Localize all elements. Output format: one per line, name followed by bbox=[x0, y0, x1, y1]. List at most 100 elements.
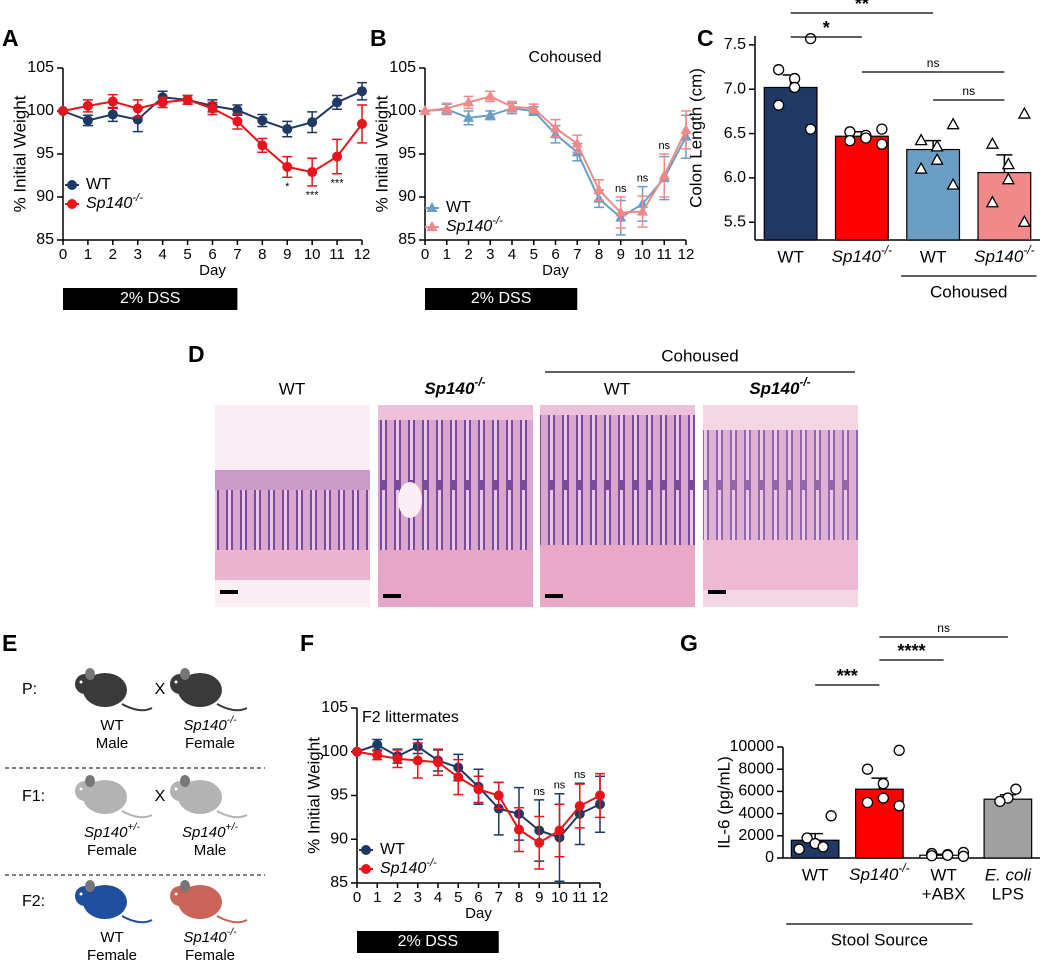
point bbox=[514, 824, 524, 835]
point bbox=[941, 849, 954, 861]
y-tick-label: 7.0 bbox=[724, 80, 746, 97]
x-tick-label: 5 bbox=[530, 246, 538, 263]
x-tick-label: 2 bbox=[464, 246, 472, 263]
x-tick-label: 10 bbox=[634, 246, 651, 263]
histology-image bbox=[540, 405, 695, 607]
sex: Male bbox=[96, 735, 129, 752]
x-tick-label: WT bbox=[920, 247, 946, 266]
point bbox=[817, 841, 829, 853]
x-tick-label: 9 bbox=[617, 246, 625, 263]
legend-label: Sp140-/- bbox=[446, 215, 503, 235]
y-tick-label: 4000 bbox=[738, 805, 774, 822]
point bbox=[453, 772, 464, 783]
treatment-bar bbox=[425, 288, 578, 310]
mouse-ear bbox=[85, 880, 95, 892]
point bbox=[352, 746, 362, 757]
y-tick-label: 90 bbox=[398, 188, 416, 205]
point bbox=[441, 102, 453, 113]
point bbox=[484, 90, 496, 101]
point bbox=[804, 123, 817, 135]
x-tick-label: LPS bbox=[992, 884, 1024, 903]
point bbox=[844, 135, 856, 147]
y-tick-label: 5.5 bbox=[724, 213, 746, 230]
x-tick-label: 9 bbox=[283, 246, 291, 263]
y-tick-label: 2000 bbox=[738, 827, 774, 844]
point bbox=[1001, 157, 1015, 170]
x-tick-label: WT bbox=[802, 865, 828, 884]
x-tick-label: 3 bbox=[486, 246, 494, 263]
point bbox=[772, 64, 785, 76]
legend-marker bbox=[426, 221, 438, 231]
legend-label: WT bbox=[86, 176, 111, 193]
y-tick-label: 105 bbox=[389, 59, 416, 76]
y-tick-label: 100 bbox=[321, 743, 348, 760]
comparison-label: ** bbox=[855, 0, 869, 14]
image-label: WT bbox=[604, 379, 630, 398]
x-tick-label: 2 bbox=[393, 889, 401, 906]
y-axis-label: % Initial Weight bbox=[304, 737, 323, 854]
point bbox=[528, 102, 540, 113]
comparison-label: ns bbox=[927, 56, 940, 70]
genotype: Sp140+/- bbox=[84, 821, 140, 841]
x-tick-label: WT bbox=[930, 865, 956, 884]
treatment-label: 2% DSS bbox=[398, 933, 458, 950]
point bbox=[282, 124, 293, 135]
point bbox=[357, 86, 367, 97]
x-tick-label: 6 bbox=[551, 246, 559, 263]
genotype: Sp140-/- bbox=[183, 714, 237, 734]
point bbox=[332, 97, 343, 108]
subtitle: F2 littermates bbox=[362, 709, 459, 726]
x-tick-label: 1 bbox=[373, 889, 381, 906]
point bbox=[615, 206, 627, 217]
point bbox=[574, 801, 585, 811]
x-tick-label: 6 bbox=[208, 246, 216, 263]
point bbox=[860, 132, 872, 144]
point bbox=[876, 138, 888, 150]
x-tick-label: +ABX bbox=[922, 884, 966, 903]
y-tick-label: 6.0 bbox=[724, 169, 746, 186]
panel-letter: D bbox=[188, 341, 205, 367]
sex: Female bbox=[185, 735, 235, 752]
y-tick-label: 95 bbox=[330, 787, 348, 804]
y-tick-label: 6.5 bbox=[724, 125, 746, 142]
point bbox=[419, 105, 431, 115]
mouse-eye bbox=[79, 680, 83, 684]
legend-marker bbox=[67, 180, 77, 190]
mouse-eye bbox=[174, 787, 178, 791]
point bbox=[257, 140, 268, 151]
y-tick-label: 100 bbox=[389, 102, 416, 119]
group-label: Stool Source bbox=[831, 930, 928, 949]
point bbox=[571, 137, 583, 148]
legend-marker bbox=[67, 199, 77, 209]
legend-label: Sp140-/- bbox=[380, 857, 437, 877]
histology-image bbox=[378, 405, 533, 607]
x-tick-label: 4 bbox=[508, 246, 516, 263]
generation-label: F2: bbox=[22, 893, 45, 910]
y-axis-label: % Initial Weight bbox=[372, 95, 391, 212]
image-label: Sp140-/- bbox=[424, 375, 485, 398]
y-tick-label: 90 bbox=[36, 188, 54, 205]
x-tick-label: 7 bbox=[233, 246, 241, 263]
mouse-tail bbox=[121, 915, 153, 924]
mouse-eye bbox=[174, 892, 178, 896]
comparison-label: ns bbox=[937, 621, 950, 635]
point bbox=[985, 136, 999, 149]
point bbox=[207, 103, 218, 114]
x-tick-label: 9 bbox=[535, 889, 543, 906]
genotype: WT bbox=[100, 717, 123, 734]
point bbox=[1017, 106, 1031, 119]
x-tick-label: 10 bbox=[551, 889, 568, 906]
point bbox=[107, 96, 118, 107]
panel-letter: G bbox=[680, 630, 698, 656]
y-tick-label: 6000 bbox=[738, 783, 774, 800]
point bbox=[930, 139, 944, 152]
mouse-tail bbox=[216, 703, 248, 712]
annotation: *** bbox=[306, 190, 320, 202]
x-tick-label: E. coli bbox=[985, 865, 1033, 884]
x-tick-label: 8 bbox=[595, 246, 603, 263]
point bbox=[182, 94, 193, 105]
annotation: ns bbox=[574, 769, 586, 781]
bar bbox=[983, 798, 1033, 859]
point bbox=[914, 161, 928, 174]
point bbox=[107, 109, 118, 120]
